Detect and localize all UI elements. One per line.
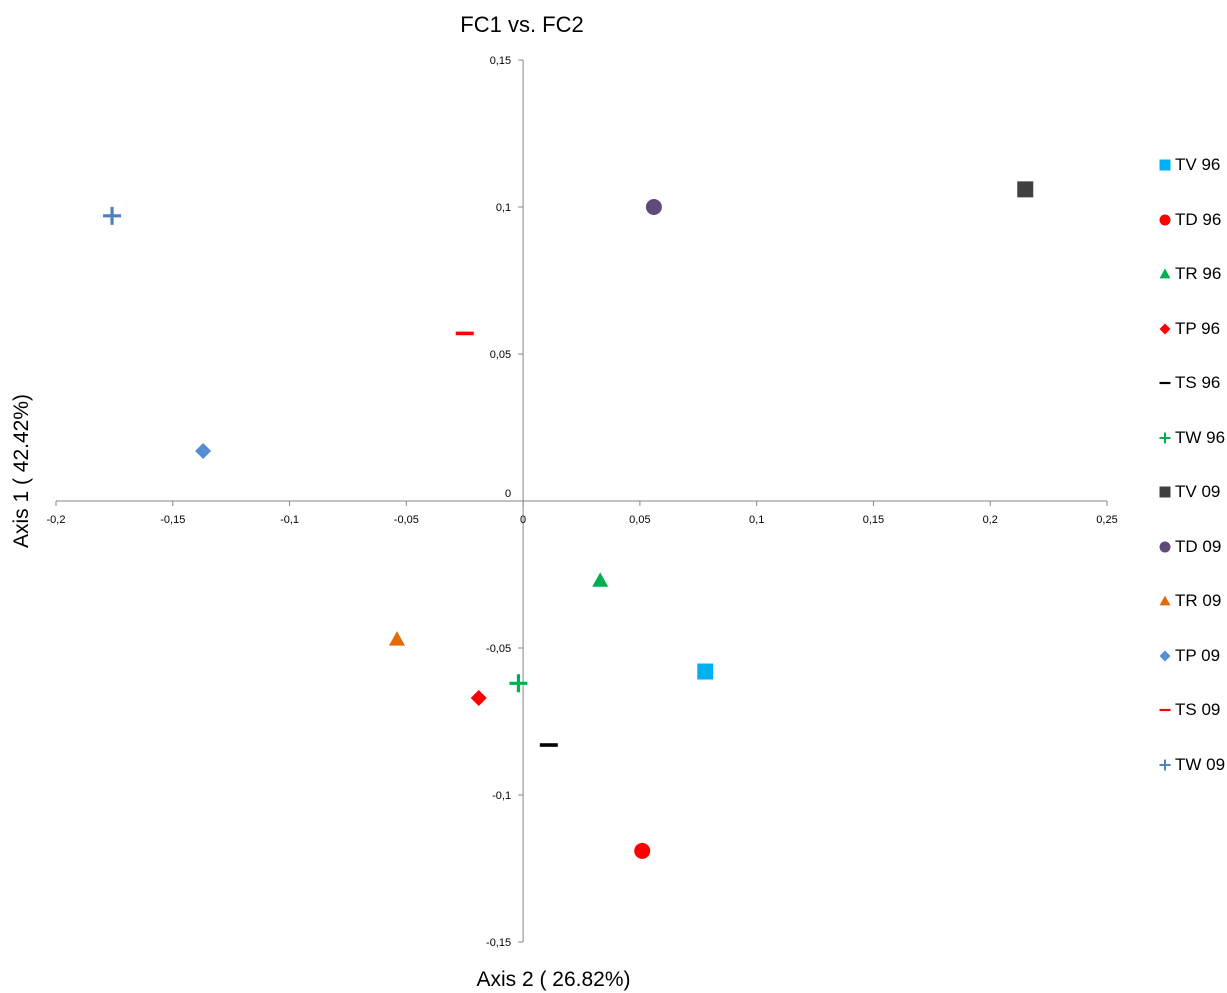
legend-label: TR 96 (1175, 264, 1222, 284)
legend-label: TP 09 (1175, 645, 1221, 665)
y-tick-label: 0,1 (496, 202, 511, 214)
data-point (455, 331, 474, 336)
data-point (470, 689, 487, 706)
legend-item: TS 96 (1158, 356, 1227, 411)
legend-marker-shape (1159, 323, 1171, 335)
legend-label: TW 09 (1175, 754, 1226, 774)
x-tick-label: 0,05 (629, 514, 650, 526)
legend-item: TR 96 (1158, 247, 1227, 302)
legend-item: TD 96 (1158, 193, 1227, 248)
legend-marker (1159, 541, 1171, 553)
legend-item: TP 09 (1158, 629, 1227, 684)
x-tick-label: 0,2 (983, 514, 998, 526)
legend-item: TS 09 (1158, 683, 1227, 738)
x-tick-label: -0,2 (47, 514, 66, 526)
data-point (592, 572, 609, 587)
legend-marker (1159, 486, 1171, 498)
legend-item: TW 96 (1158, 411, 1227, 466)
legend-item: TR 09 (1158, 574, 1227, 629)
chart-title: FC1 vs. FC2 (460, 12, 584, 37)
legend-label: TW 96 (1175, 427, 1226, 447)
x-tick-label: -0,1 (280, 514, 299, 526)
data-point (195, 443, 212, 460)
legend-marker-shape (1159, 214, 1171, 226)
legend-marker (1159, 268, 1171, 279)
data-point (103, 206, 122, 225)
axes: -0,2 -0,15 -0,1 -0,05 0 0,05 0,1 0,15 0,2 0,25 0,1… (47, 55, 1118, 949)
legend-marker (1159, 382, 1171, 385)
legend-item: TV 09 (1158, 465, 1227, 520)
legend-marker-shape (1159, 382, 1171, 385)
legend-marker-shape (1159, 595, 1171, 606)
legend-marker-shape (1159, 709, 1171, 712)
data-point (697, 663, 714, 680)
legend-marker-shape (1159, 650, 1171, 662)
data-point (634, 842, 651, 859)
x-tick-label: 0,15 (863, 514, 884, 526)
legend-marker (1159, 432, 1171, 444)
legend-label: TD 09 (1175, 536, 1222, 556)
legend-label: TS 09 (1175, 700, 1221, 720)
legend-item: TV 96 (1158, 138, 1227, 193)
legend-item: TP 96 (1158, 302, 1227, 357)
data-points (103, 181, 1034, 859)
legend-item: TD 09 (1158, 520, 1227, 575)
data-point (509, 674, 528, 693)
legend-marker-shape (1159, 268, 1171, 279)
y-tick-label: -0,15 (486, 937, 511, 949)
legend-marker (1159, 595, 1171, 606)
legend-marker-shape (1159, 541, 1171, 553)
legend-marker (1159, 214, 1171, 226)
y-tick-label: 0,05 (490, 349, 511, 361)
legend: TV 96 TD 96 TR 96 TP 96 TS 96 TW 96 TV 09 TD 09… (1158, 138, 1227, 792)
legend-marker (1159, 159, 1171, 171)
legend-marker-shape (1159, 486, 1171, 498)
y-tick-label: 0,15 (490, 55, 511, 67)
data-point (539, 743, 558, 747)
legend-label: TV 96 (1175, 155, 1221, 175)
y-axis-label: Axis 1 ( 42.42%) (10, 393, 33, 549)
legend-item: TW 09 (1158, 738, 1227, 793)
data-point (645, 199, 662, 215)
legend-marker-shape (1159, 759, 1171, 771)
legend-marker (1159, 323, 1171, 335)
legend-marker (1159, 709, 1171, 712)
y-tick-label: 0 (505, 488, 511, 500)
x-tick-label: -0,15 (160, 514, 185, 526)
x-tick-label: 0,1 (749, 514, 764, 526)
data-point (388, 631, 405, 646)
legend-marker-shape (1159, 432, 1171, 444)
legend-label: TD 96 (1175, 209, 1222, 229)
legend-label: TP 96 (1175, 318, 1221, 338)
x-tick-label: -0,05 (394, 514, 419, 526)
legend-label: TV 09 (1175, 482, 1221, 502)
data-point (1017, 181, 1034, 198)
y-tick-label: -0,05 (486, 643, 511, 655)
x-tick-label: 0 (520, 514, 526, 526)
legend-marker (1159, 759, 1171, 771)
x-tick-label: 0,25 (1096, 514, 1117, 526)
legend-marker-shape (1159, 159, 1171, 171)
legend-marker (1159, 650, 1171, 662)
legend-label: TR 09 (1175, 591, 1222, 611)
legend-label: TS 96 (1175, 373, 1221, 393)
y-tick-label: -0,1 (492, 790, 511, 802)
x-axis-label: Axis 2 ( 26.82%) (476, 968, 631, 991)
